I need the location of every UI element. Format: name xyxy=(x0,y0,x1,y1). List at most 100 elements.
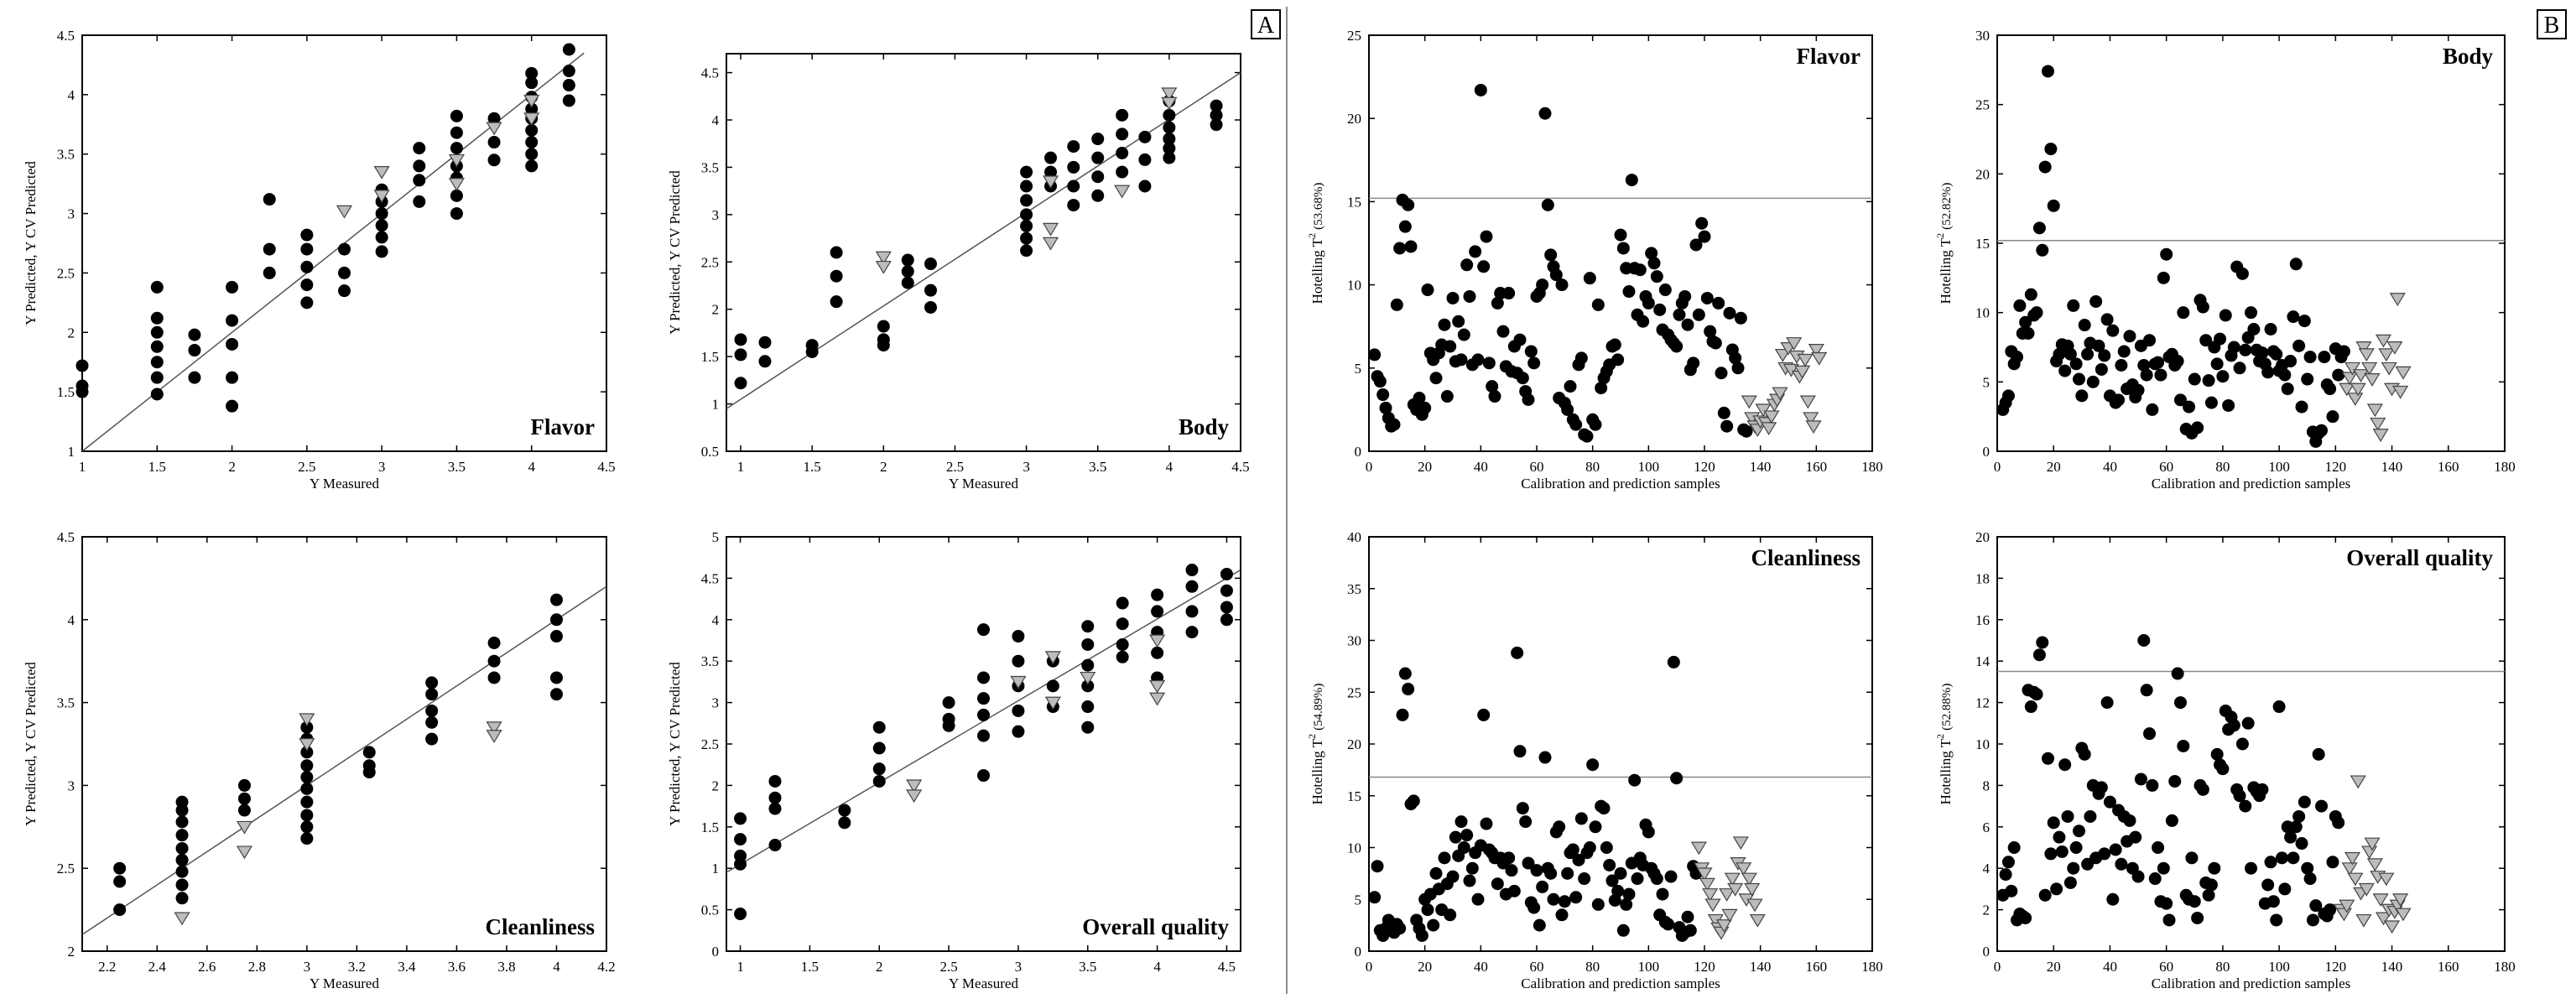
data-point-calibration xyxy=(1020,244,1033,258)
plots-layer: 1 1.5 2 2.5 3 3.5 4 4.5 1 1.5 2 2.5 3 3.5 4 4.5 Y Measur… xyxy=(23,28,2516,991)
data-point-calibration xyxy=(549,688,563,701)
chart-b-cleanliness: 0 20 40 60 80 100 120 140 160 180 0 5 10 15 20 25 30 35 40… xyxy=(1306,529,1883,991)
x-tick-label: 120 xyxy=(1694,959,1715,975)
data-point-calibration xyxy=(768,839,782,852)
data-point-prediction xyxy=(2339,899,2355,913)
data-point-calibration xyxy=(2275,851,2288,865)
data-point-calibration xyxy=(300,278,314,292)
x-tick-label: 3 xyxy=(1015,959,1023,975)
data-point-calibration xyxy=(2058,758,2072,772)
data-point-calibration xyxy=(2177,739,2190,752)
data-point-calibration xyxy=(2134,773,2147,786)
data-point-calibration xyxy=(425,732,439,746)
data-point-calibration xyxy=(1505,864,1518,877)
data-point-calibration xyxy=(1418,401,1432,414)
data-point-calibration xyxy=(734,908,747,921)
data-point-calibration xyxy=(1695,216,1709,230)
data-point-calibration xyxy=(1081,720,1095,734)
y-tick-label: 1.5 xyxy=(57,384,75,400)
y-tick-label: 4 xyxy=(712,112,720,128)
data-point-prediction xyxy=(236,820,253,835)
y-tick-label: 40 xyxy=(1347,529,1361,545)
data-point-calibration xyxy=(1471,353,1485,367)
data-point-calibration xyxy=(838,816,851,830)
data-point-calibration xyxy=(1387,418,1401,431)
data-point-calibration xyxy=(1116,108,1129,122)
data-point-prediction xyxy=(1044,651,1061,665)
data-point-calibration xyxy=(872,720,886,734)
data-point-calibration xyxy=(1496,325,1510,338)
data-point-calibration xyxy=(1656,887,1669,901)
data-point-prediction xyxy=(1763,410,1780,424)
x-tick-label: 4 xyxy=(1153,959,1161,975)
y-axis-label: Y Predicted, Y CV Predicted xyxy=(667,662,683,826)
y-tick-label: 2.5 xyxy=(701,736,719,752)
x-tick-label: 3 xyxy=(378,459,386,475)
x-tick-label: 0 xyxy=(1994,959,2001,975)
data-point-calibration xyxy=(1220,567,1233,580)
data-point-calibration xyxy=(525,136,539,149)
data-point-calibration xyxy=(1653,303,1667,316)
x-tick-label: 3.5 xyxy=(448,459,466,475)
data-point-calibration xyxy=(1513,333,1527,346)
data-point-calibration xyxy=(1533,918,1546,932)
data-point-calibration xyxy=(1116,637,1129,651)
data-point-calibration xyxy=(1712,296,1725,310)
data-point-calibration xyxy=(2044,847,2058,861)
data-point-prediction xyxy=(174,912,190,926)
data-point-calibration xyxy=(2188,372,2201,386)
data-point-calibration xyxy=(2289,258,2303,271)
data-point-prediction xyxy=(2378,348,2395,362)
data-point-calibration xyxy=(2287,851,2300,865)
data-point-calibration xyxy=(1138,130,1152,143)
data-point-calibration xyxy=(300,771,314,784)
data-point-prediction xyxy=(1161,96,1178,111)
data-point-calibration xyxy=(2326,410,2339,424)
data-point-calibration xyxy=(901,253,914,267)
y-axis-label-sup: 2 xyxy=(1934,233,1946,238)
regression-line xyxy=(726,71,1241,409)
data-point-calibration xyxy=(1427,918,1440,932)
data-point-calibration xyxy=(2337,345,2350,358)
data-point-calibration xyxy=(1574,812,1588,825)
data-point-calibration xyxy=(2055,845,2069,858)
data-point-calibration xyxy=(2022,326,2035,340)
data-point-calibration xyxy=(2137,634,2151,647)
data-point-calibration xyxy=(1163,108,1176,122)
data-point-calibration xyxy=(2061,809,2074,823)
data-point-calibration xyxy=(1564,380,1577,393)
data-point-calibration xyxy=(2261,366,2275,379)
data-point-calibration xyxy=(150,371,164,384)
data-point-calibration xyxy=(2235,267,2249,280)
data-point-calibration xyxy=(1091,170,1105,184)
data-point-calibration xyxy=(1561,403,1574,416)
data-point-calibration xyxy=(1628,773,1642,787)
data-point-calibration xyxy=(300,759,314,773)
data-point-calibration xyxy=(2106,892,2120,906)
data-point-calibration xyxy=(549,613,563,627)
data-point-calibration xyxy=(1460,258,1474,272)
data-point-prediction xyxy=(1786,337,1803,351)
y-axis-label-main: Hotelling T xyxy=(1938,738,1954,804)
data-point-calibration xyxy=(2239,799,2252,813)
x-tick-label: 80 xyxy=(2215,459,2230,475)
data-point-calibration xyxy=(1020,208,1033,221)
y-tick-label: 10 xyxy=(1347,840,1361,856)
y-tick-label: 0 xyxy=(1355,444,1362,460)
data-point-prediction xyxy=(486,122,502,136)
data-point-calibration xyxy=(2247,323,2261,336)
data-point-calibration xyxy=(1138,179,1152,193)
chart-b-body: 0 20 40 60 80 100 120 140 160 180 0 5 10 15 20 25 30 Cali… xyxy=(1934,28,2516,492)
plot-frame xyxy=(81,34,607,452)
data-point-calibration xyxy=(1530,864,1543,877)
data-point-calibration xyxy=(2165,814,2178,827)
data-point-calibration xyxy=(525,159,539,173)
data-point-calibration xyxy=(1605,874,1619,887)
data-point-calibration xyxy=(362,766,376,779)
data-point-calibration xyxy=(2332,368,2345,382)
data-point-calibration xyxy=(2216,370,2230,383)
data-point-calibration xyxy=(113,875,127,888)
data-point-calibration xyxy=(2227,719,2240,732)
data-point-calibration xyxy=(1502,851,1516,865)
data-point-prediction xyxy=(1724,872,1741,887)
